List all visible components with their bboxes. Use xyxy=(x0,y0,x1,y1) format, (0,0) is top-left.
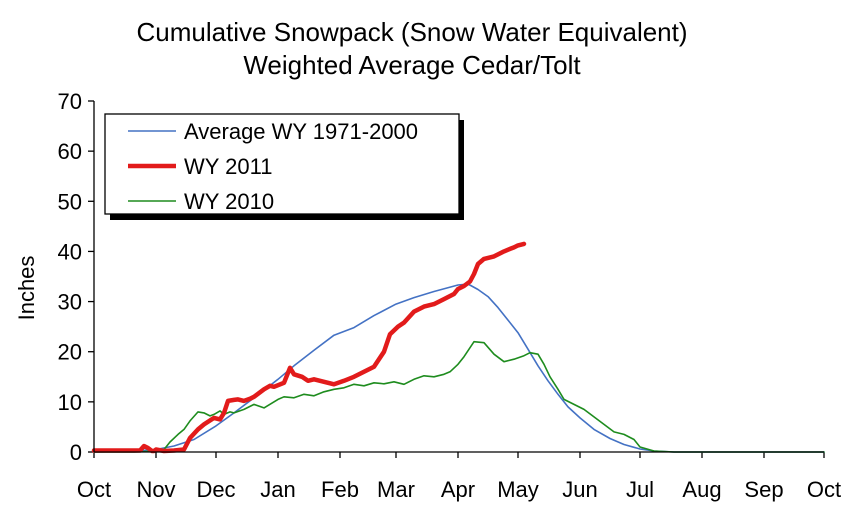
x-tick-label: Dec xyxy=(196,477,235,502)
series-line-1 xyxy=(91,241,527,454)
y-tick-label: 20 xyxy=(58,340,82,365)
legend-label-2: WY 2010 xyxy=(184,189,274,214)
series-layer xyxy=(91,241,825,454)
x-tick-label: Jun xyxy=(562,477,597,502)
x-tick-label: Nov xyxy=(136,477,175,502)
y-axis: 0 10 20 30 40 50 60 70 xyxy=(58,89,94,465)
x-tick-label: Oct xyxy=(77,477,111,502)
x-tick-label: Feb xyxy=(321,477,359,502)
y-tick-label: 70 xyxy=(58,89,82,114)
legend-label-1: WY 2011 xyxy=(184,154,272,179)
legend: Average WY 1971-2000 WY 2011 WY 2010 xyxy=(104,113,464,220)
legend-label-0: Average WY 1971-2000 xyxy=(184,119,418,144)
y-tick-label: 40 xyxy=(58,239,82,264)
x-tick-label: Jan xyxy=(260,477,295,502)
x-tick-label: Apr xyxy=(441,477,475,502)
chart-subtitle: Weighted Average Cedar/Tolt xyxy=(243,50,581,80)
series-line-2 xyxy=(93,340,825,453)
y-tick-label: 0 xyxy=(70,440,82,465)
chart-title: Cumulative Snowpack (Snow Water Equivale… xyxy=(136,17,687,47)
x-axis: Oct Nov Dec Jan Feb Mar Apr May Jun Jul Aug Sep Oct xyxy=(77,452,841,502)
y-tick-label: 60 xyxy=(58,139,82,164)
x-tick-label: Oct xyxy=(807,477,841,502)
y-tick-label: 50 xyxy=(58,189,82,214)
x-tick-label: Aug xyxy=(682,477,721,502)
y-tick-label: 10 xyxy=(58,390,82,415)
x-tick-label: Mar xyxy=(377,477,415,502)
x-tick-label: Jul xyxy=(626,477,654,502)
x-tick-label: Sep xyxy=(744,477,783,502)
y-axis-label: Inches xyxy=(14,256,39,321)
x-tick-label: May xyxy=(497,477,539,502)
y-tick-label: 30 xyxy=(58,290,82,315)
